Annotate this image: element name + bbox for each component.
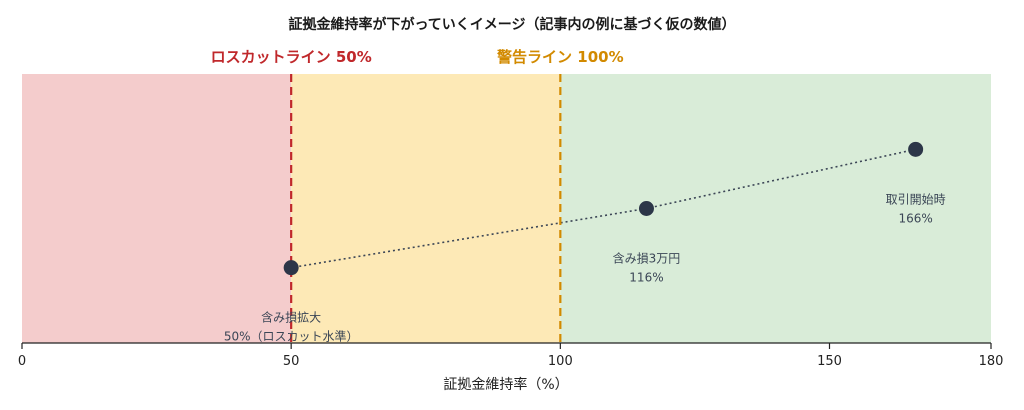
x-tick-label: 0 — [18, 354, 26, 369]
zone-band — [560, 74, 991, 343]
point-label: 取引開始時 — [886, 192, 946, 206]
x-ticks: 0 50 100 150 180 — [18, 343, 1004, 369]
x-tick-label: 100 — [548, 354, 573, 369]
x-tick-label: 150 — [817, 354, 842, 369]
x-axis-label: 証拠金維持率（%） — [443, 376, 568, 393]
chart-title: 証拠金維持率が下がっていくイメージ（記事内の例に基づく仮の数値） — [288, 16, 735, 33]
data-point — [283, 260, 299, 276]
point-label: 含み損拡大 — [261, 310, 321, 325]
zones — [22, 74, 991, 343]
connector-lines — [291, 148, 916, 269]
connector-segment — [291, 207, 647, 269]
point-value-label: 116% — [629, 271, 663, 285]
data-point — [638, 201, 654, 216]
zone-band — [291, 74, 561, 343]
point-value-label: 166% — [898, 211, 932, 225]
data-points: 取引開始時 166% 含み損3万円 116% 含み損拡大 50%（ロスカット水準） — [224, 141, 946, 344]
point-label: 含み損3万円 — [613, 251, 681, 266]
reference-line-label: ロスカットライン 50% — [211, 48, 372, 66]
connector-segment — [646, 148, 916, 210]
point-value-label: 50%（ロスカット水準） — [224, 329, 359, 344]
x-tick-label: 50 — [283, 354, 300, 369]
data-point — [908, 141, 924, 157]
reference-lines: ロスカットライン 50% 警告ライン 100% — [211, 48, 624, 343]
zone-band — [22, 74, 292, 343]
x-tick-label: 180 — [979, 354, 1004, 369]
reference-line-label: 警告ライン 100% — [496, 48, 624, 66]
